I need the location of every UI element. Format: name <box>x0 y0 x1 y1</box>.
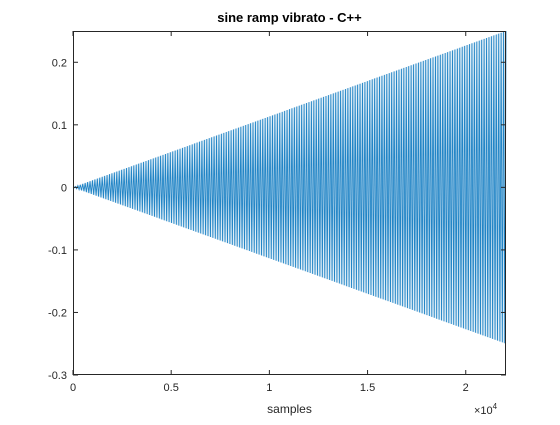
x-tick-label: 0 <box>70 382 76 394</box>
x-axis: 0 0.5 1 1.5 2 <box>70 31 469 394</box>
y-tick-label: 0.1 <box>52 120 67 132</box>
x-tick-label: 1.5 <box>360 382 375 394</box>
chart-title: sine ramp vibrato - C++ <box>217 10 362 25</box>
y-tick-label: -0.2 <box>48 307 67 319</box>
x-tick-label: 0.5 <box>164 382 179 394</box>
x-axis-label: samples <box>267 402 312 416</box>
x-exponent-base: ×10 <box>474 405 493 417</box>
y-tick-label: 0.2 <box>52 57 67 69</box>
y-axis: -0.3 -0.2 -0.1 0 0.1 0.2 <box>48 57 506 382</box>
x-exponent-power: 4 <box>493 402 498 411</box>
x-axis-exponent: ×104 <box>474 402 498 417</box>
x-tick-label: 2 <box>463 382 469 394</box>
x-tick-label: 1 <box>266 382 272 394</box>
signal-line <box>72 30 507 344</box>
signal-series <box>72 30 507 344</box>
plot-frame <box>73 31 506 375</box>
y-tick-label: 0 <box>61 182 67 194</box>
y-tick-label: -0.1 <box>48 245 67 257</box>
y-tick-label: -0.3 <box>48 370 67 382</box>
